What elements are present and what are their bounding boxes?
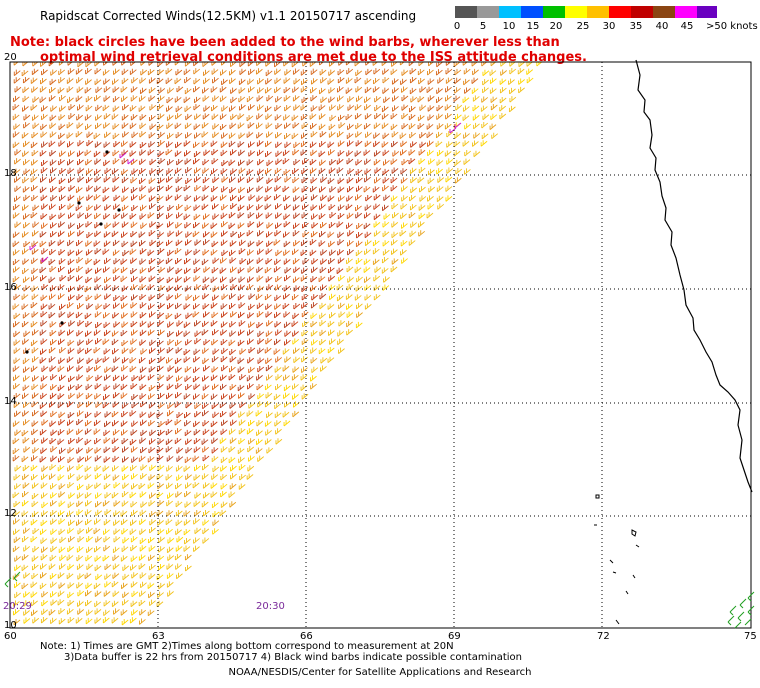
- colorbar-swatch-8: [631, 6, 653, 18]
- colorbar-swatch-5: [565, 6, 587, 18]
- footer-line-2: 3)Data buffer is 22 hrs from 20150717 4)…: [64, 652, 522, 663]
- lon-label-60: 60: [4, 631, 17, 642]
- green-barbs-se: [727, 591, 755, 629]
- wind-swath: [12, 62, 543, 626]
- chart-title: Rapidscat Corrected Winds(12.5KM) v1.1 2…: [40, 9, 417, 23]
- colorbar-swatch-10: [675, 6, 697, 18]
- lat-label-20: 20: [4, 52, 17, 63]
- lon-label-75: 75: [744, 631, 757, 642]
- colorbar-label-10: 10: [502, 21, 516, 32]
- lon-label-72: 72: [597, 631, 610, 642]
- colorbar-swatch-1: [477, 6, 499, 18]
- lon-label-66: 66: [300, 631, 313, 642]
- colorbar-swatch-9: [653, 6, 675, 18]
- colorbar-label-25: 25: [576, 21, 590, 32]
- colorbar-label-0: 0: [453, 21, 461, 32]
- lat-label-18: 18: [4, 168, 17, 179]
- lat-label-10: 10: [4, 620, 17, 631]
- lat-lon-grid: [10, 62, 751, 628]
- footer-notes: Note: 1) Times are GMT 2)Times along bot…: [40, 641, 522, 663]
- colorbar-swatch-2: [499, 6, 521, 18]
- lon-label-63: 63: [152, 631, 165, 642]
- time-label-2029: 20:29: [3, 601, 32, 612]
- colorbar-label-45: 45: [680, 21, 694, 32]
- india-coastline: [635, 59, 753, 493]
- colorbar-label-5: 5: [479, 21, 487, 32]
- colorbar-swatch-11: [697, 6, 717, 18]
- colorbar-swatch-7: [609, 6, 631, 18]
- colorbar-label-35: 35: [629, 21, 643, 32]
- colorbar-swatch-6: [587, 6, 609, 18]
- footer-line-1: Note: 1) Times are GMT 2)Times along bot…: [40, 641, 454, 652]
- map-frame: [9, 61, 752, 629]
- colorbar-swatch-4: [543, 6, 565, 18]
- credit-line: NOAA/NESDIS/Center for Satellite Applica…: [228, 667, 532, 678]
- lat-label-16: 16: [4, 282, 17, 293]
- note-line-1: Note: black circles have been added to t…: [10, 35, 560, 50]
- island-1: [595, 494, 600, 499]
- colorbar-label-15: 15: [526, 21, 540, 32]
- contamination-note: Note: black circles have been added to t…: [10, 35, 587, 65]
- colorbar-label-20: 20: [549, 21, 563, 32]
- colorbar-label-30: 30: [602, 21, 616, 32]
- lat-label-12: 12: [4, 508, 17, 519]
- note-line-2: optimal wind retrieval conditions are me…: [40, 50, 587, 65]
- lat-label-14: 14: [4, 396, 17, 407]
- time-label-2030: 20:30: [256, 601, 285, 612]
- colorbar-label-40: 40: [655, 21, 669, 32]
- colorbar-swatch-3: [521, 6, 543, 18]
- island-2: [594, 524, 640, 625]
- colorbar-label-50plus: >50 knots: [706, 21, 758, 32]
- lon-label-69: 69: [448, 631, 461, 642]
- colorbar-swatch-0: [455, 6, 477, 18]
- green-barbs-sw: [4, 571, 21, 588]
